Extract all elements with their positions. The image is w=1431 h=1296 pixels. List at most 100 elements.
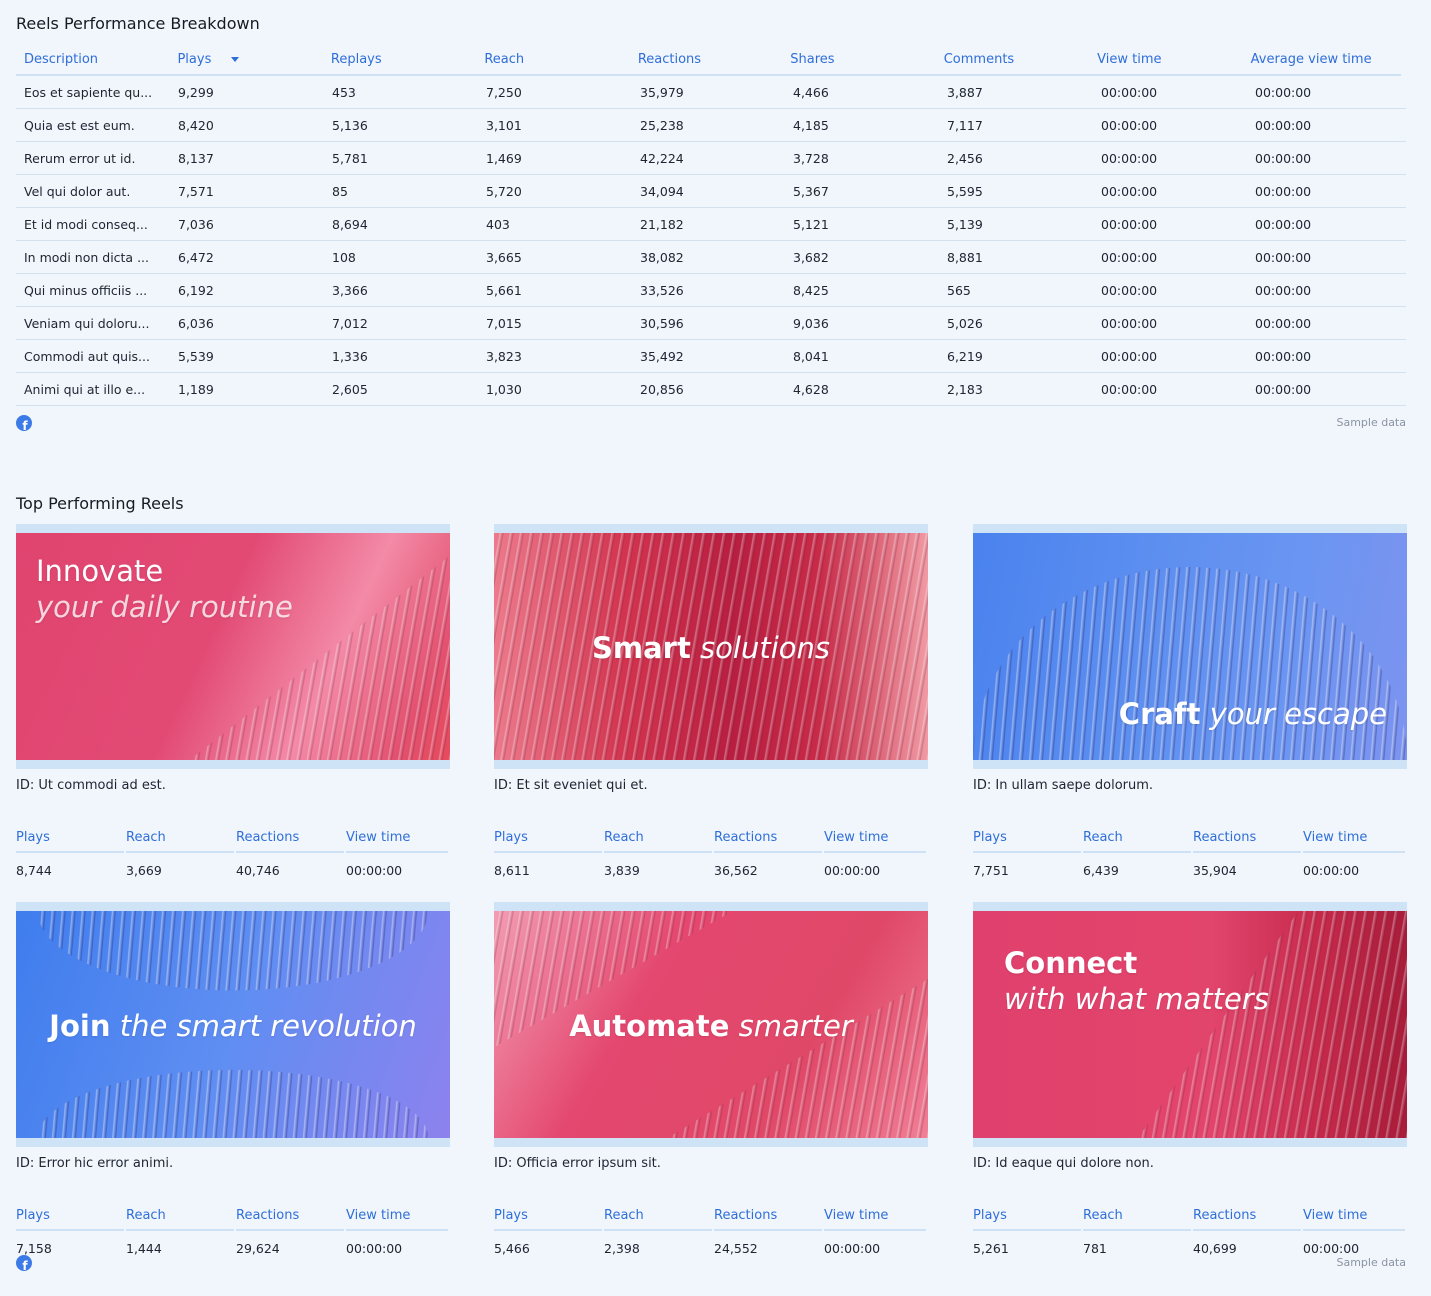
cell-comments: 5,026 [947,315,983,331]
col-header-reach[interactable]: Reach [484,51,525,67]
cell-replays: 5,781 [332,150,368,166]
reel-thumbnail[interactable]: Smart solutions [494,533,928,760]
reel-thumbnail-frame: Craft your escape [973,524,1407,769]
reel-card[interactable]: Innovate your daily routine ID: Ut commo… [16,524,450,878]
reel-card[interactable]: Craft your escape ID: In ullam saepe dol… [973,524,1407,878]
stat-value-reactions: 36,562 [714,863,758,878]
cell-comments: 2,183 [947,381,983,397]
reel-thumbnail-frame: Smart solutions [494,524,928,769]
cell-average-view-time: 00:00:00 [1255,216,1312,232]
cell-reach: 5,720 [486,183,522,199]
cell-replays: 453 [332,84,356,100]
table-row[interactable]: Eos et sapiente qu... 9,299 453 7,250 35,979… [16,76,1406,109]
stat-label-plays: Plays [494,830,602,853]
sample-data-note: Sample data [1336,416,1406,429]
table-row[interactable]: Vel qui dolor aut. 7,571 85 5,720 34,094 5,36… [16,175,1406,208]
reel-thumbnail[interactable]: Innovate your daily routine [16,533,450,760]
col-header-comments[interactable]: Comments [943,51,1015,67]
stat-label-reactions: Reactions [236,830,344,853]
reel-thumbnail-frame: Innovate your daily routine [16,524,450,769]
table-body: Eos et sapiente qu... 9,299 453 7,250 35,979… [16,76,1406,406]
col-header-average-view-time[interactable]: Average view time [1250,51,1372,67]
stat-label-view-time: View time [1303,1208,1405,1231]
reel-stats: Plays 7,158 Reach 1,444 Reactions 29,624 Vi… [16,1208,450,1256]
cell-replays: 3,366 [332,282,368,298]
reel-headline: Join the smart revolution [49,1009,417,1043]
col-header-description[interactable]: Description [24,51,99,67]
cell-comments: 7,117 [947,117,983,133]
cell-description: Eos et sapiente qu... [24,84,153,100]
reel-card[interactable]: Connect with what matters ID: Id eaque q… [973,902,1407,1256]
col-header-view-time[interactable]: View time [1097,51,1162,67]
reel-card[interactable]: Smart solutions ID: Et sit eveniet qui e… [494,524,928,878]
cell-shares: 8,041 [793,348,829,364]
cell-comments: 6,219 [947,348,983,364]
reel-thumbnail[interactable]: Connect with what matters [973,911,1407,1138]
cell-description: Et id modi conseq... [24,216,148,232]
cell-reach: 3,823 [486,348,522,364]
table-row[interactable]: Commodi aut quis... 5,539 1,336 3,823 35,492… [16,340,1406,373]
stat-value-reactions: 40,699 [1193,1241,1237,1256]
stat-label-view-time: View time [1303,830,1405,853]
reel-headline: Connect with what matters [1004,946,1269,1016]
cell-description: Vel qui dolor aut. [24,183,131,199]
table-row[interactable]: In modi non dicta ... 6,472 108 3,665 38,082… [16,241,1406,274]
stat-label-view-time: View time [824,1208,926,1231]
stat-label-plays: Plays [16,1208,124,1231]
stat-label-plays: Plays [973,1208,1081,1231]
col-header-reactions[interactable]: Reactions [637,51,702,67]
stat-value-reach: 1,444 [126,1241,162,1256]
cell-average-view-time: 00:00:00 [1255,183,1312,199]
stat-value-reactions: 40,746 [236,863,280,878]
cell-plays: 6,036 [178,315,214,331]
table-row[interactable]: Rerum error ut id. 8,137 5,781 1,469 42,224 3… [16,142,1406,175]
stat-label-plays: Plays [973,830,1081,853]
col-header-plays[interactable]: Plays [169,44,322,74]
stat-value-view-time: 00:00:00 [824,1241,881,1256]
table-row[interactable]: Veniam qui doloru... 6,036 7,012 7,015 30,59… [16,307,1406,340]
sort-desc-icon[interactable] [231,56,240,62]
stat-label-reactions: Reactions [1193,830,1301,853]
col-header-shares[interactable]: Shares [790,51,835,67]
cell-shares: 3,682 [793,249,829,265]
cell-shares: 4,466 [793,84,829,100]
reel-thumbnail[interactable]: Join the smart revolution [16,911,450,1138]
cell-plays: 8,420 [178,117,214,133]
cell-view-time: 00:00:00 [1101,381,1158,397]
stat-value-reactions: 35,904 [1193,863,1237,878]
cell-reach: 5,661 [486,282,522,298]
cell-view-time: 00:00:00 [1101,348,1158,364]
table-row[interactable]: Qui minus officiis ... 6,192 3,366 5,661 33,… [16,274,1406,307]
reel-thumbnail[interactable]: Automate smarter [494,911,928,1138]
cell-view-time: 00:00:00 [1101,216,1158,232]
reels-table: Description Plays Replays Reach Reaction… [16,44,1406,406]
table-row[interactable]: Animi qui at illo e... 1,189 2,605 1,030 20,… [16,373,1406,406]
cell-average-view-time: 00:00:00 [1255,348,1312,364]
stat-label-reactions: Reactions [714,1208,822,1231]
reel-id-caption: ID: Id eaque qui dolore non. [973,1156,1154,1171]
cell-comments: 5,595 [947,183,983,199]
cell-plays: 6,192 [178,282,214,298]
cell-shares: 5,121 [793,216,829,232]
reel-card[interactable]: Automate smarter ID: Officia error ipsum… [494,902,928,1256]
cell-comments: 8,881 [947,249,983,265]
table-row[interactable]: Quia est est eum. 8,420 5,136 3,101 25,238 4,… [16,109,1406,142]
table-row[interactable]: Et id modi conseq... 7,036 8,694 403 21,182 5… [16,208,1406,241]
reel-card[interactable]: Join the smart revolution ID: Error hic … [16,902,450,1256]
reel-thumbnail[interactable]: Craft your escape [973,533,1407,760]
cell-plays: 7,571 [178,183,214,199]
stat-label-reach: Reach [604,830,712,853]
sample-data-note: Sample data [1336,1256,1406,1269]
cell-shares: 4,185 [793,117,829,133]
cell-description: Rerum error ut id. [24,150,136,166]
col-header-replays[interactable]: Replays [330,51,382,67]
stat-value-view-time: 00:00:00 [824,863,881,878]
stat-value-plays: 5,466 [494,1241,530,1256]
stat-value-view-time: 00:00:00 [1303,863,1360,878]
reel-id-caption: ID: In ullam saepe dolorum. [973,778,1154,793]
reel-stats: Plays 8,744 Reach 3,669 Reactions 40,746 Vi… [16,830,450,878]
stat-label-plays: Plays [16,830,124,853]
stat-value-view-time: 00:00:00 [346,863,403,878]
cell-shares: 9,036 [793,315,829,331]
cell-reach: 3,665 [486,249,522,265]
